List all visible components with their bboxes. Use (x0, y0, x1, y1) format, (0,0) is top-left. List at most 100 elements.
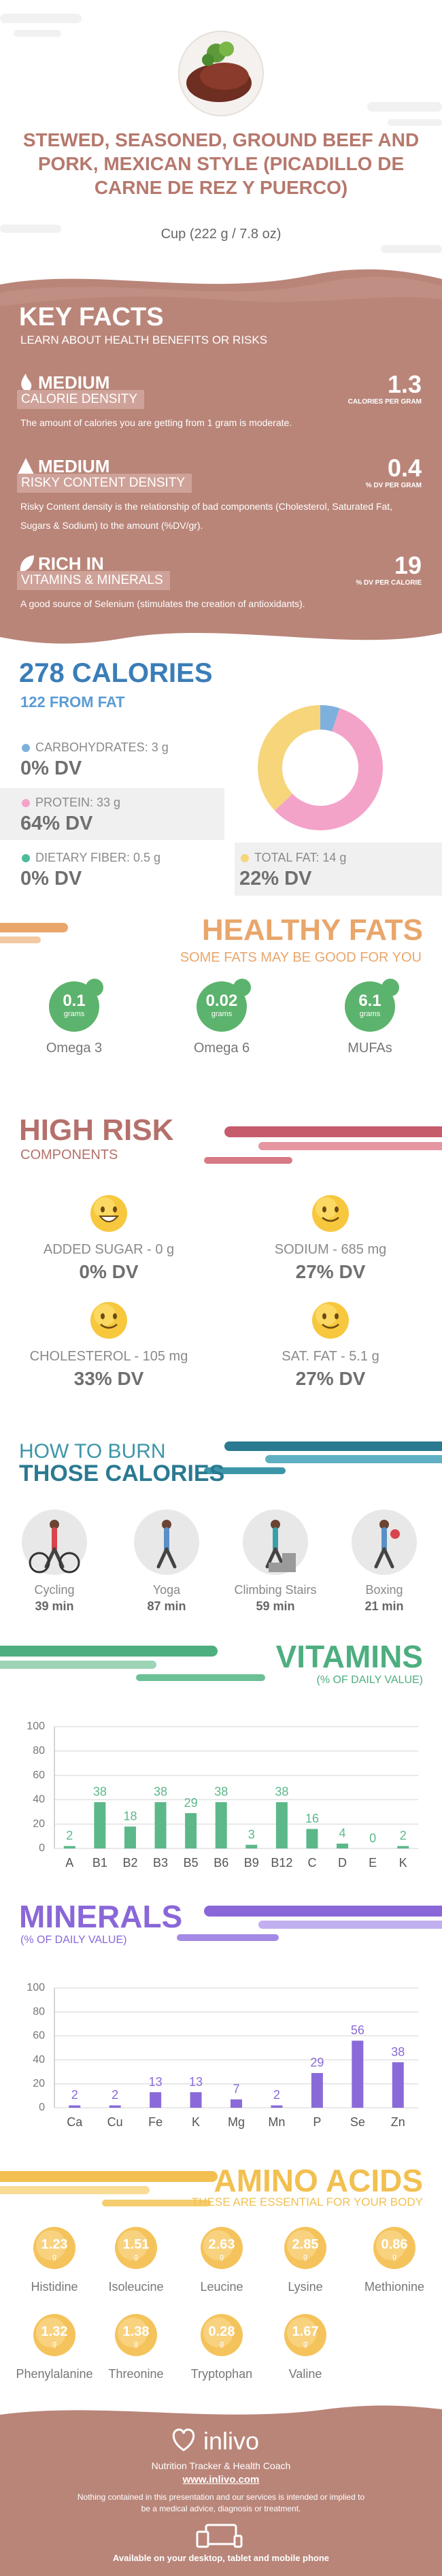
icon-flame (21, 374, 32, 391)
nutrient-dv: 22% DV (239, 868, 312, 890)
amino-value: 1.23 (41, 2237, 68, 2252)
amino-value: 1.38 (122, 2324, 150, 2339)
decor-bar (258, 1142, 442, 1150)
amino-unit: g (392, 2253, 397, 2261)
bar (231, 2099, 242, 2108)
tagline: Nutrition Tracker & Health Coach (151, 2460, 291, 2471)
decor-shape (388, 119, 442, 126)
decor-shape (381, 245, 442, 253)
activity-leg (52, 1547, 65, 1569)
risk-dv: 27% DV (295, 1368, 366, 1389)
bar-value-label: 7 (233, 2082, 239, 2096)
decor-bar (224, 1126, 442, 1137)
bar (94, 1801, 106, 1848)
emoji-mouth (98, 1216, 120, 1222)
activity-head (162, 1520, 171, 1529)
emoji-eye (101, 1206, 105, 1213)
emoji-eye (335, 1313, 339, 1320)
fat-value: 0.02 (205, 992, 238, 1010)
amino-value: 1.51 (122, 2237, 150, 2252)
activity-leg (165, 1547, 177, 1569)
fat-unit: grams (359, 1010, 381, 1018)
burn-title: HOW TO BURN (19, 1440, 166, 1463)
decor-bar (0, 1661, 156, 1669)
y-tick-label: 80 (33, 2006, 45, 2017)
fact-description: A good source of Selenium (stimulates th… (20, 598, 305, 609)
risk-dv: 33% DV (73, 1368, 144, 1389)
activity-leg (44, 1547, 56, 1569)
x-tick-label: K (399, 1856, 407, 1870)
x-tick-label: E (369, 1856, 377, 1870)
decor-bar (258, 1921, 442, 1929)
amino-unit: g (52, 2253, 57, 2261)
decor-bar (224, 1441, 442, 1451)
bike-wheel (58, 1552, 80, 1574)
fat-unit: grams (63, 1010, 85, 1018)
decor-shape (0, 14, 82, 23)
x-tick-label: Fe (148, 2115, 163, 2129)
x-tick-label: Mg (228, 2115, 245, 2129)
amino-unit: g (303, 2340, 308, 2348)
fact-value: 0.4 (387, 454, 422, 482)
fact-description: Risky Content density is the relationshi… (20, 501, 393, 531)
section-title: KEY FACTS (19, 303, 164, 331)
emoji-highlight (94, 1304, 116, 1326)
amino-name: Leucine (200, 2280, 243, 2294)
fat-value: 0.1 (63, 992, 86, 1010)
y-tick-label: 80 (33, 1745, 45, 1757)
bar-value-label: 16 (305, 1812, 319, 1825)
activity-name: Climbing Stairs (234, 1583, 317, 1597)
fact-label: CALORIE DENSITY (17, 390, 145, 409)
decor-bar (204, 1906, 442, 1917)
bike-wheel (29, 1552, 50, 1574)
decor-bar (136, 1674, 265, 1681)
bar-value-label: 2 (273, 2088, 280, 2102)
bar (275, 1801, 288, 1848)
decor-shape (0, 225, 61, 233)
x-tick-label: B1 (92, 1856, 107, 1870)
availability: Available on your desktop, tablet and mo… (112, 2553, 330, 2563)
activity-name: Boxing (365, 1583, 403, 1597)
emoji-eye (335, 1206, 339, 1213)
device-phone (233, 2534, 243, 2548)
bar-value-label: 13 (149, 2075, 163, 2089)
x-tick-label: Zn (391, 2115, 405, 2129)
amino-highlight (203, 2230, 233, 2260)
highlight-box (0, 788, 224, 840)
decor-bar (0, 2171, 218, 2182)
stairs (269, 1553, 296, 1572)
bar-value-label: 2 (71, 2088, 78, 2102)
section-wave (0, 276, 442, 306)
x-tick-label: A (65, 1856, 73, 1870)
amino-highlight (118, 2230, 148, 2260)
food-image-garnish (202, 54, 214, 66)
bar (306, 1829, 318, 1848)
risk-label: CHOLESTEROL - 105 mg (29, 1349, 188, 1364)
bar (337, 1843, 349, 1848)
decor-shape (14, 30, 61, 37)
emoji-eye (322, 1313, 326, 1320)
burn-title: THOSE CALORIES (19, 1461, 225, 1486)
fat-circle (49, 981, 99, 1032)
nutrient-label: PROTEIN: 33 g (35, 796, 121, 809)
emoji-highlight (316, 1304, 337, 1326)
fat-name: Omega 3 (46, 1041, 103, 1056)
emoji-mouth (322, 1217, 339, 1222)
activity-name: Yoga (152, 1583, 181, 1597)
nutrient-dv: 0% DV (20, 868, 82, 890)
emoji-eye (113, 1313, 117, 1320)
pie-slice (320, 705, 340, 732)
decor-bar (204, 1467, 286, 1474)
bar-value-label: 38 (154, 1785, 167, 1799)
food-image-meat (200, 63, 249, 90)
serving-size: Cup (222 g / 7.8 oz) (160, 227, 282, 242)
y-tick-label: 100 (27, 1982, 45, 1993)
amino-name: Tryptophan (190, 2367, 253, 2381)
activity-leg (156, 1547, 169, 1569)
pie-slice (274, 708, 383, 830)
x-tick-label: K (192, 2115, 200, 2129)
section-subtitle: (% OF DAILY VALUE) (316, 1674, 423, 1686)
bar-value-label: 56 (351, 2023, 364, 2037)
amino-name: Valine (288, 2367, 322, 2381)
